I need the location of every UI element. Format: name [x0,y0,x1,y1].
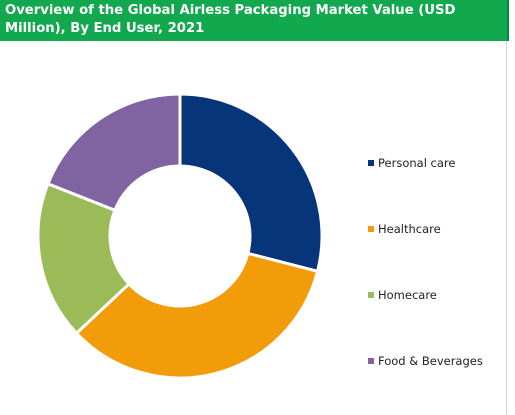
slice-healthcare [74,251,320,380]
legend-swatch [368,358,374,364]
legend-label: Food & Beverages [378,354,483,368]
legend-label: Healthcare [378,222,441,236]
legend-label: Homecare [378,288,437,302]
chart-title-bar: Overview of the Global Airless Packaging… [0,0,509,41]
legend-swatch [368,292,374,298]
legend-item-personal-care: Personal care [368,155,455,171]
legend-item-homecare: Homecare [368,287,437,303]
legend-label: Personal care [378,156,456,170]
chart-area [0,41,507,415]
legend-item-food-beverages: Food & Beverages [368,353,483,369]
slice-homecare [36,181,132,336]
chart-title: Overview of the Global Airless Packaging… [5,3,456,36]
slice-personal-care [178,92,324,274]
legend-swatch [368,160,374,166]
slice-food-beverages [46,92,182,213]
legend-item-healthcare: Healthcare [368,221,441,237]
legend-swatch [368,226,374,232]
